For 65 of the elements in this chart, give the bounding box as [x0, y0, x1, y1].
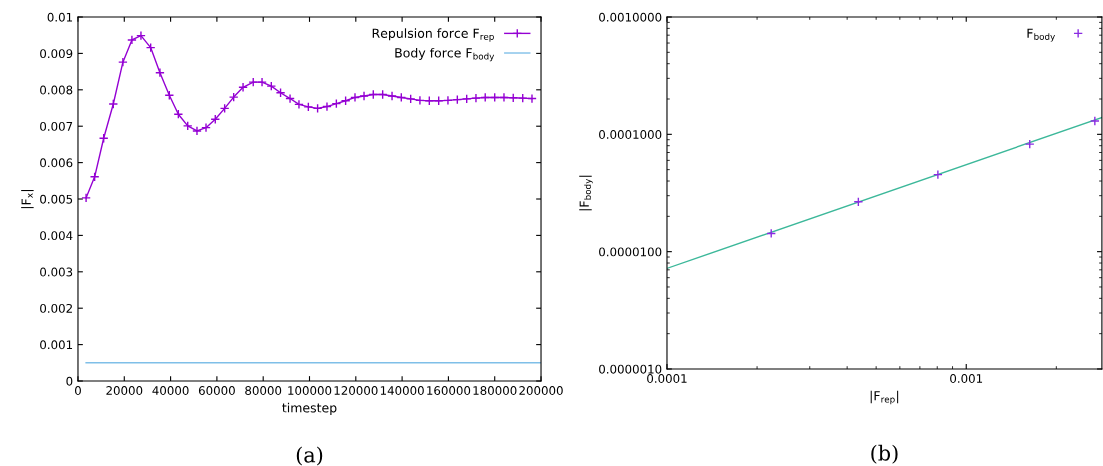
y-tick-label: 0.0010000 — [599, 12, 662, 22]
point — [508, 92, 519, 103]
point — [248, 77, 259, 88]
point — [461, 94, 472, 104]
x-tick-label: 100000 — [288, 386, 332, 395]
y-tick-label: 0.008 — [40, 85, 73, 95]
point — [266, 81, 277, 92]
y-tick-label: 0.0001000 — [599, 130, 662, 139]
x-tick-label: 200000 — [519, 386, 563, 395]
x-tick-label: 40000 — [152, 386, 189, 395]
point — [81, 193, 91, 203]
point — [108, 99, 119, 109]
point — [136, 30, 146, 41]
point — [201, 122, 211, 133]
point — [294, 99, 304, 110]
x-tick-label: 0 — [75, 386, 81, 395]
legend-label: Repulsion force F$_{rep}$ — [372, 28, 494, 42]
y-tick-label: 0.003 — [40, 267, 73, 277]
y-tick-label: 0.005 — [40, 194, 73, 204]
point — [415, 95, 425, 106]
x-tick-label: 140000 — [380, 386, 424, 395]
y-tick-label: 0.0000010 — [599, 364, 662, 374]
point — [499, 92, 509, 103]
x-tick-label: 160000 — [427, 386, 471, 395]
point — [238, 82, 248, 93]
point — [527, 93, 537, 104]
x-tick-label: 180000 — [473, 386, 517, 395]
y-tick-label: 0.0000100 — [599, 247, 662, 257]
x-axis-title: |F$_{rep}$| — [870, 390, 899, 405]
x-tick-label: 20000 — [106, 386, 143, 395]
point — [118, 57, 128, 68]
y-tick-label: 0.004 — [40, 231, 73, 241]
y-tick-label: 0.007 — [40, 121, 73, 131]
point — [405, 94, 416, 104]
y-tick-label: 0.009 — [40, 49, 73, 59]
point — [257, 77, 267, 88]
y-tick-label: 0.006 — [40, 158, 73, 168]
point — [155, 67, 165, 78]
point — [471, 93, 481, 104]
y-axis-title: |F$_{body}$| — [579, 175, 593, 211]
point — [285, 93, 295, 104]
point — [127, 35, 137, 45]
x-tick-label: 60000 — [198, 386, 235, 395]
x-tick-label: 120000 — [334, 386, 378, 395]
point — [443, 95, 453, 106]
point — [303, 102, 314, 112]
point — [350, 92, 360, 103]
x-tick-label: 80000 — [245, 386, 282, 395]
point — [192, 126, 202, 136]
point — [228, 92, 239, 102]
y-tick-label: 0.001 — [40, 340, 73, 350]
point — [387, 91, 397, 101]
legend-label: F$_{body}$ — [1027, 28, 1055, 42]
x-axis-title: timestep — [282, 402, 337, 415]
x-tick-label: 0.0001 — [647, 374, 687, 383]
point — [322, 101, 332, 112]
legend-label: Body force F$_{body}$ — [395, 47, 495, 62]
y-axis-title: |F$_{x}$| — [21, 190, 34, 209]
text: (b) — [871, 444, 898, 464]
y-tick-label: 0.002 — [40, 303, 72, 313]
text: (a) — [296, 446, 323, 466]
y-tick-label: 0.01 — [47, 12, 73, 22]
point — [517, 93, 528, 104]
point — [359, 91, 369, 101]
point — [182, 120, 193, 131]
